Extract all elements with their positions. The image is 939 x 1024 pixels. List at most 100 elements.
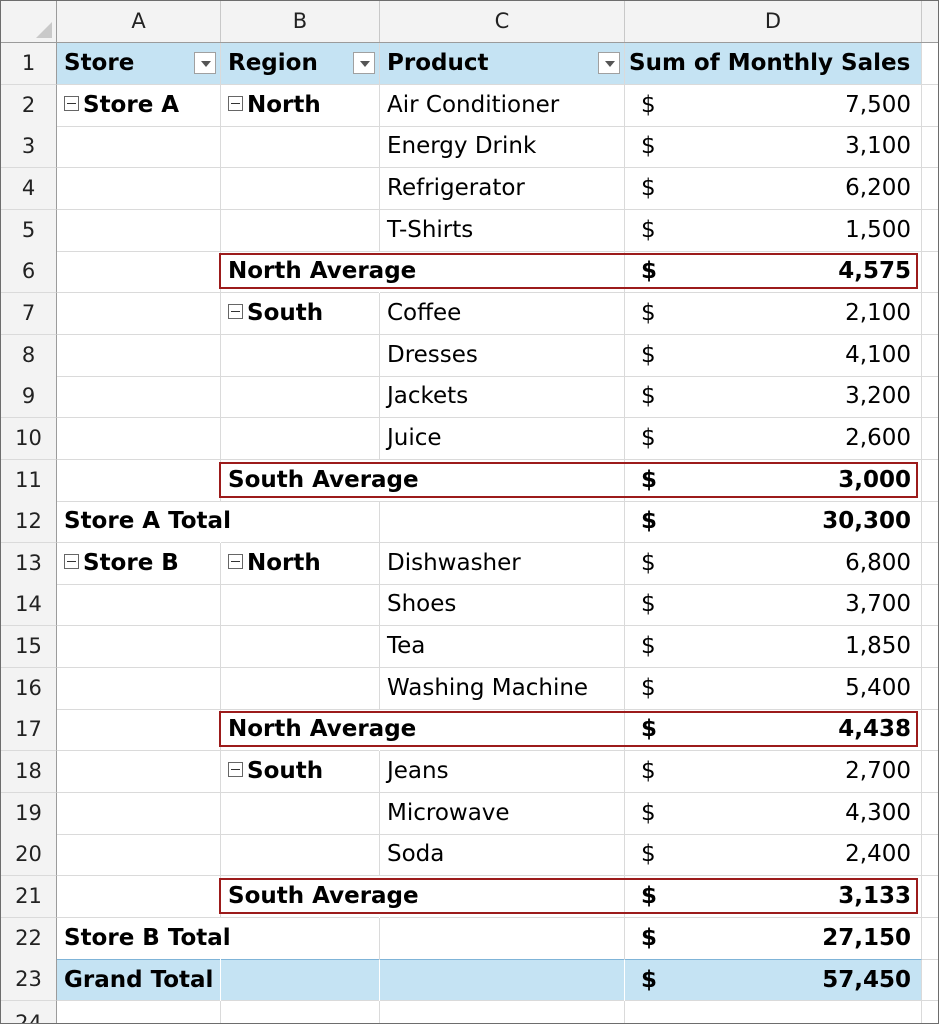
cell-product[interactable]: Tea [380, 626, 625, 669]
cell-sales[interactable]: $5,400 [625, 667, 922, 710]
cell-store[interactable]: Store B Total [57, 918, 231, 960]
cell-e[interactable] [922, 501, 938, 544]
cell-region[interactable]: North Average [221, 709, 416, 752]
cell-sales[interactable]: Sum of Monthly Sales [625, 43, 922, 85]
row-header[interactable]: 22 [1, 917, 57, 960]
cell-sales[interactable]: $7,500 [625, 84, 922, 127]
cell-store[interactable] [57, 667, 221, 710]
row-header[interactable]: 23 [1, 959, 57, 1002]
collapse-toggle-icon[interactable] [64, 553, 79, 569]
cell-e[interactable] [922, 834, 938, 877]
region-filter-dropdown-icon[interactable] [353, 52, 375, 74]
row-header[interactable]: 4 [1, 167, 57, 210]
column-header-d[interactable]: D [625, 1, 922, 42]
cell-store[interactable]: Store A Total [57, 501, 231, 544]
cell-sales[interactable]: $4,100 [625, 334, 922, 377]
cell-store[interactable] [57, 709, 221, 752]
cell-product[interactable]: Soda [380, 834, 625, 877]
cell-product[interactable] [380, 251, 625, 294]
cell-store[interactable] [57, 292, 221, 335]
cell-region[interactable] [221, 126, 380, 169]
cell-store[interactable] [57, 376, 221, 419]
cell-e[interactable] [922, 126, 938, 169]
row-header[interactable]: 3 [1, 126, 57, 169]
cell-store[interactable] [57, 834, 221, 877]
row-header[interactable]: 6 [1, 251, 57, 294]
cell-sales[interactable] [625, 1000, 922, 1023]
cell-e[interactable] [922, 335, 938, 377]
cell-e[interactable] [922, 460, 938, 502]
cell-region[interactable] [221, 417, 380, 460]
cell-region[interactable]: North [221, 542, 380, 585]
cell-region[interactable] [221, 167, 380, 210]
cell-sales[interactable]: $3,133 [625, 876, 922, 918]
cell-product[interactable]: Shoes [380, 584, 625, 627]
column-header-a[interactable]: A [57, 1, 221, 42]
cell-product[interactable] [380, 959, 624, 1002]
cell-e[interactable] [922, 959, 938, 1002]
cell-product[interactable]: Coffee [380, 292, 625, 335]
cell-e[interactable] [922, 210, 938, 252]
cell-store[interactable]: Store B [57, 542, 221, 585]
cell-region[interactable] [221, 834, 380, 877]
cell-region[interactable]: South [221, 292, 380, 335]
row-header[interactable]: 10 [1, 417, 57, 460]
cell-e[interactable] [922, 543, 938, 585]
cell-e[interactable] [922, 376, 938, 419]
row-header[interactable]: 2 [1, 84, 57, 127]
cell-sales[interactable]: $4,438 [625, 709, 922, 752]
cell-product[interactable] [380, 459, 625, 502]
row-header[interactable]: 7 [1, 292, 57, 335]
cell-product[interactable] [380, 876, 625, 918]
cell-sales[interactable]: $2,600 [625, 417, 922, 460]
row-header[interactable]: 21 [1, 876, 57, 918]
cell-e[interactable] [922, 876, 938, 918]
cell-store[interactable] [57, 792, 221, 835]
cell-e[interactable] [922, 668, 938, 710]
cell-sales[interactable]: $6,200 [625, 167, 922, 210]
cell-store[interactable] [57, 626, 221, 669]
cell-region[interactable] [221, 376, 380, 419]
cell-e[interactable] [922, 43, 938, 85]
cell-store[interactable] [57, 251, 221, 294]
cell-product[interactable] [380, 1000, 625, 1023]
row-header[interactable]: 15 [1, 626, 57, 669]
cell-store[interactable] [57, 751, 221, 794]
cell-region[interactable] [221, 334, 380, 377]
cell-product[interactable]: Dresses [380, 334, 625, 377]
cell-sales[interactable]: $1,850 [625, 626, 922, 669]
cell-sales[interactable]: $2,700 [625, 751, 922, 794]
cell-region[interactable] [221, 667, 380, 710]
cell-store[interactable] [57, 459, 221, 502]
cell-product[interactable]: Product [380, 43, 625, 85]
cell-product[interactable]: Air Conditioner [380, 84, 625, 127]
cell-e[interactable] [922, 293, 938, 335]
row-header[interactable]: 5 [1, 209, 57, 252]
row-header[interactable]: 13 [1, 542, 57, 585]
cell-sales[interactable]: $3,000 [625, 459, 922, 502]
cell-store[interactable]: Grand Total [57, 959, 220, 1002]
cell-sales[interactable]: $4,575 [625, 251, 922, 294]
cell-region[interactable]: North [221, 84, 380, 127]
cell-sales[interactable]: $3,200 [625, 376, 922, 419]
cell-e[interactable] [922, 418, 938, 460]
cell-e[interactable] [922, 584, 938, 627]
row-header[interactable]: 18 [1, 751, 57, 794]
collapse-toggle-icon[interactable] [228, 762, 243, 778]
cell-sales[interactable]: $2,400 [625, 834, 922, 877]
row-header[interactable]: 24 [1, 1000, 57, 1023]
collapse-toggle-icon[interactable] [228, 95, 243, 111]
row-header[interactable]: 11 [1, 459, 57, 502]
cell-region[interactable]: North Average [221, 251, 416, 294]
row-header[interactable]: 19 [1, 792, 57, 835]
cell-region[interactable]: South Average [221, 876, 419, 918]
cell-sales[interactable]: $3,700 [625, 584, 922, 627]
cell-region[interactable] [221, 959, 379, 1002]
cell-sales[interactable]: $30,300 [625, 501, 922, 544]
row-header[interactable]: 17 [1, 709, 57, 752]
cell-e[interactable] [922, 168, 938, 210]
cell-e[interactable] [922, 793, 938, 835]
cell-e[interactable] [922, 626, 938, 669]
cell-store[interactable] [57, 209, 221, 252]
cell-region[interactable]: Region [221, 43, 380, 85]
